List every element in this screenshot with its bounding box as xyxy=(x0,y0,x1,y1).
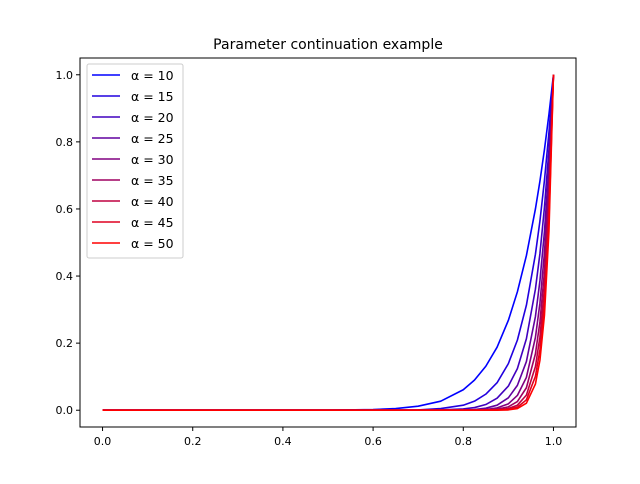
legend-label-2: α = 20 xyxy=(131,110,174,125)
y-tick-label: 0.8 xyxy=(56,136,74,149)
y-tick-label: 1.0 xyxy=(56,69,74,82)
legend-label-5: α = 35 xyxy=(131,173,174,188)
x-tick-label: 0.0 xyxy=(94,435,112,448)
x-tick-label: 1.0 xyxy=(545,435,563,448)
legend-label-8: α = 50 xyxy=(131,236,174,251)
y-tick-label: 0.0 xyxy=(56,404,74,417)
y-tick-label: 0.6 xyxy=(56,203,74,216)
x-tick-label: 0.4 xyxy=(274,435,292,448)
chart-title: Parameter continuation example xyxy=(213,37,443,53)
x-tick-label: 0.2 xyxy=(184,435,202,448)
legend-label-3: α = 25 xyxy=(131,131,174,146)
x-tick-label: 0.6 xyxy=(364,435,382,448)
y-axis: 0.0 0.2 0.4 0.6 0.8 1.0 xyxy=(56,69,80,417)
y-tick-label: 0.2 xyxy=(56,337,74,350)
y-tick-label: 0.4 xyxy=(56,270,74,283)
x-tick-label: 0.8 xyxy=(455,435,473,448)
legend-label-4: α = 30 xyxy=(131,152,174,167)
legend-label-1: α = 15 xyxy=(131,89,174,104)
series-lines xyxy=(102,74,555,412)
legend: α = 10 α = 15 α = 20 α = 25 α = 30 α = 35 α = … xyxy=(86,63,184,259)
legend-label-6: α = 40 xyxy=(131,194,174,209)
legend-label-0: α = 10 xyxy=(131,68,174,83)
series-line-8 xyxy=(102,74,555,412)
x-axis: 0.0 0.2 0.4 0.6 0.8 1.0 xyxy=(94,427,562,448)
legend-label-7: α = 45 xyxy=(131,215,174,230)
legend-box xyxy=(86,63,184,259)
plot-frame xyxy=(79,57,577,428)
